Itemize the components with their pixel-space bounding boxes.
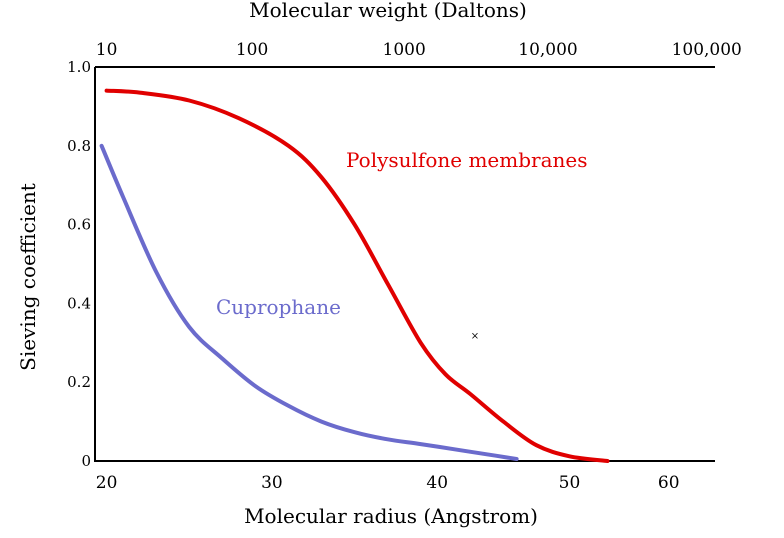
x-tick-label: 20 <box>96 473 118 493</box>
series-line-cuprophane <box>99 143 519 461</box>
top-tick-label: 10 <box>96 40 118 60</box>
y-tick-label: 0 <box>81 452 91 470</box>
top-axis-title: Molecular weight (Daltons) <box>249 0 527 22</box>
x-tick-label: 50 <box>559 473 581 493</box>
tick-labels: 0 0.2 0.4 0.6 0.8 1.0 20 30 40 50 60 10 100 1000 10,00… <box>67 40 742 493</box>
top-tick-label: 100,000 <box>672 40 742 60</box>
y-tick-label: 0.6 <box>67 216 91 234</box>
top-tick-label: 10,000 <box>518 40 577 60</box>
y-axis-title: Sieving coefficient <box>16 183 40 371</box>
series-label-cuprophane: Cuprophane <box>216 295 341 319</box>
x-axis-title: Molecular radius (Angstrom) <box>244 504 538 528</box>
plot-frame <box>94 66 715 462</box>
series-label-polysulfone-membranes: Polysulfone membranes <box>346 148 587 172</box>
series-line-polysulfone-membranes <box>104 88 610 463</box>
stray-mark: × <box>471 331 479 342</box>
x-tick-label: 40 <box>426 473 448 493</box>
top-tick-label: 100 <box>236 40 268 60</box>
y-tick-label: 0.8 <box>67 137 91 155</box>
y-tick-label: 0.2 <box>67 373 91 391</box>
series-labels: Polysulfone membranes Cuprophane <box>216 148 587 319</box>
x-tick-label: 60 <box>658 473 680 493</box>
x-tick-label: 30 <box>261 473 283 493</box>
y-tick-label: 1.0 <box>67 58 91 76</box>
top-tick-label: 1000 <box>383 40 426 60</box>
y-tick-label: 0.4 <box>67 294 91 312</box>
series-group: × <box>99 88 610 463</box>
